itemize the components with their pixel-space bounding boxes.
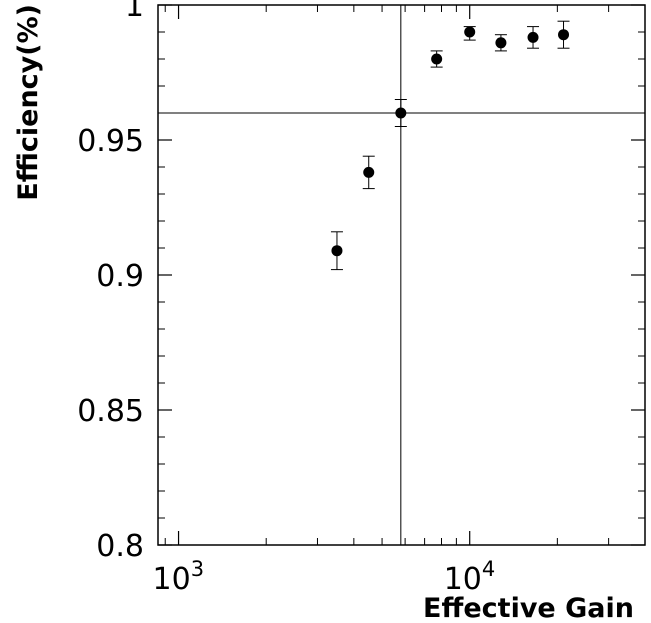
- data-point: [331, 245, 343, 257]
- x-axis-label: Effective Gain: [423, 593, 634, 623]
- data-point: [527, 31, 539, 43]
- data-point: [495, 37, 507, 49]
- y-tick-label: 0.85: [77, 394, 144, 429]
- x-tick-label: 104: [444, 557, 496, 597]
- data-point: [558, 29, 570, 41]
- y-tick-label: 0.9: [96, 259, 144, 294]
- data-points: [330, 20, 570, 271]
- data-point: [363, 166, 375, 178]
- plot-frame: [157, 4, 646, 546]
- y-tick-label: 1: [125, 0, 144, 24]
- data-point: [431, 53, 443, 65]
- x-axis: 103 104: [153, 5, 646, 597]
- y-tick-label: 0.8: [96, 529, 144, 564]
- data-point: [464, 26, 476, 38]
- data-point: [395, 107, 407, 119]
- y-axis-label: Efficiency(%): [13, 4, 44, 201]
- reference-lines: [158, 5, 645, 545]
- x-tick-label: 103: [153, 557, 205, 597]
- y-axis: 0.8 0.85 0.9 0.95 1: [77, 0, 645, 564]
- y-tick-label: 0.95: [77, 124, 144, 159]
